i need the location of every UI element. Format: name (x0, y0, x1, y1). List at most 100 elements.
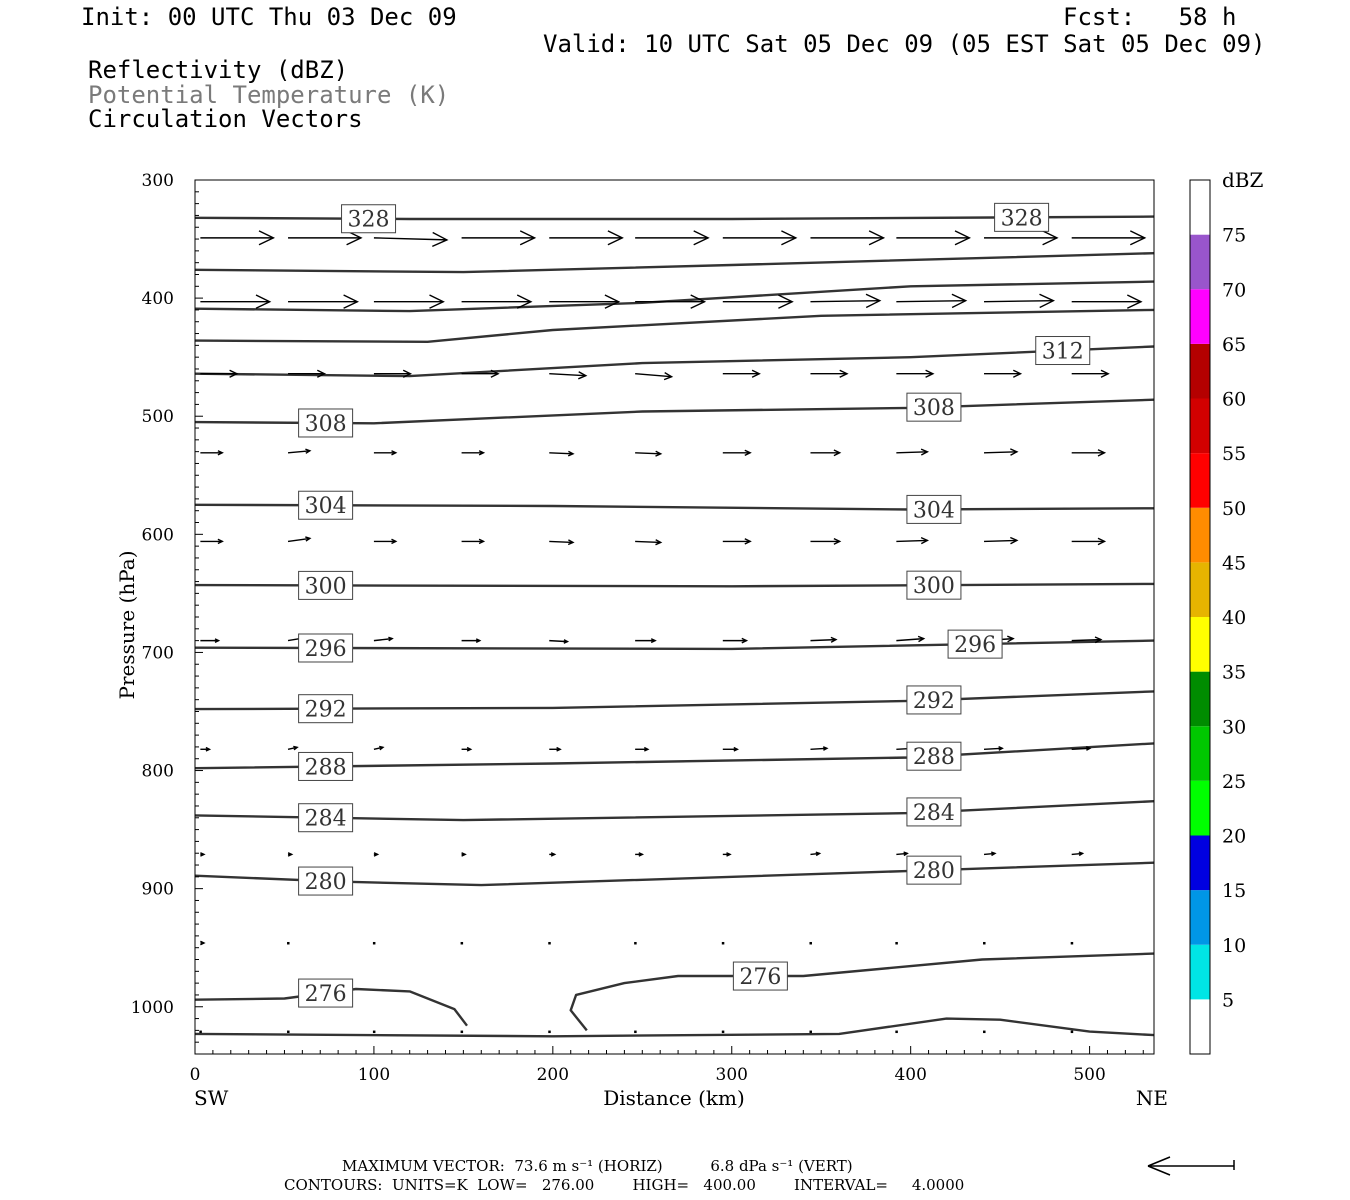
vector-head (305, 448, 312, 454)
vector-head (516, 294, 533, 309)
isentrope-324 (195, 252, 1154, 274)
contour-label-text: 292 (913, 689, 955, 714)
colorbar: 5 10 15 20 25 30 35 40 45 50 55 60 65 70 75 (1189, 179, 1246, 1055)
vector-dot (548, 1030, 551, 1034)
vector-head (839, 369, 849, 378)
vector-head (391, 450, 398, 456)
vector-head (990, 851, 997, 857)
vector-head (1042, 230, 1059, 246)
vector-head (563, 639, 570, 644)
colorbar-swatch (1190, 944, 1210, 1000)
circulation-vectors (199, 230, 1147, 1034)
colorbar-swatch (1190, 234, 1210, 290)
isentrope-272 (195, 1017, 1154, 1038)
vector-dot (460, 941, 464, 945)
colorbar-tick-label: 10 (1222, 935, 1246, 957)
vector-head (655, 539, 663, 546)
contour-label-text: 288 (305, 755, 347, 780)
y-tick-label: 300 (142, 171, 174, 191)
vector-dot (809, 941, 812, 945)
colorbar-unit-label: dBZ (1222, 168, 1264, 192)
contours-info-label: CONTOURS: UNITS=K LOW= 276.00 HIGH= 400.… (284, 1176, 965, 1194)
contour-label-text: 288 (913, 745, 955, 770)
contour-label-284: 284 (906, 797, 962, 827)
vector-dot (721, 941, 725, 945)
colorbar-swatch (1190, 671, 1210, 727)
contour-label-text: 328 (1001, 206, 1043, 231)
contour-label-text: 296 (954, 633, 996, 658)
vector-head (217, 450, 224, 456)
vector-head (1129, 230, 1147, 246)
y-tick-label: 500 (142, 407, 174, 427)
vector-dot (634, 941, 637, 945)
vector-head (604, 294, 621, 309)
x-tick-label: 300 (716, 1065, 748, 1085)
isentrope-328 (195, 215, 1154, 221)
colorbar-tick-label: 70 (1222, 279, 1246, 301)
vector-head (744, 538, 752, 545)
y-tick-label: 1000 (131, 998, 174, 1018)
isentrope-312 (195, 345, 1154, 378)
contour-label-box (906, 570, 962, 600)
colorbar-swatch (1190, 507, 1210, 563)
contour-label-text: 280 (913, 859, 955, 884)
vector-head (1007, 635, 1015, 643)
vector-head (1094, 636, 1103, 644)
vector-head (1097, 449, 1107, 457)
contour-labels: 328 328 312 308 308 304 304 300 300 296 296 292 292 2… (298, 202, 1091, 1008)
vector-head (567, 539, 575, 546)
vector-shaft (896, 539, 928, 543)
vector-head (200, 940, 206, 946)
vector-head (693, 230, 710, 246)
colorbar-swatch (1190, 180, 1210, 235)
isentrope-276 (569, 952, 1154, 1032)
vector-shaft (983, 747, 1003, 750)
vector-head (373, 852, 380, 857)
contour-label-292: 292 (298, 694, 354, 724)
vector-head (567, 450, 575, 457)
vector-head (258, 230, 276, 246)
reference-arrow-icon (1147, 1156, 1235, 1176)
colorbar-tick-label: 25 (1222, 771, 1246, 793)
vector-head (432, 231, 449, 248)
vector-head (293, 745, 299, 751)
vector-head (391, 538, 398, 545)
vector-head (815, 851, 822, 857)
isentrope-296 (195, 639, 1154, 651)
contour-label-312: 312 (1035, 336, 1091, 366)
vector-head (287, 852, 294, 857)
y-tick-label: 900 (142, 880, 174, 900)
colorbar-swatch (1190, 890, 1210, 945)
contour-label-text: 280 (305, 870, 347, 895)
vector-shaft (635, 452, 661, 455)
vector-shaft (549, 639, 568, 643)
vector-shaft (635, 372, 672, 378)
vector-shaft (984, 451, 1017, 454)
vector-shaft (549, 540, 574, 544)
vector-head (388, 636, 394, 642)
vector-shaft (984, 539, 1017, 543)
vector-shaft (549, 452, 574, 455)
y-tick-label: 400 (142, 289, 174, 309)
contour-label-328: 328 (994, 202, 1050, 232)
vector-head (229, 369, 239, 378)
y-tick-label: 800 (142, 762, 174, 782)
vector-dot (1070, 941, 1074, 945)
contour-label-300: 300 (906, 570, 962, 600)
contour-label-box (906, 392, 962, 422)
vector-shaft (373, 637, 393, 642)
colorbar-tick-label: 65 (1222, 334, 1246, 356)
vector-head (214, 638, 221, 644)
isentrope-300 (195, 582, 1154, 588)
vector-shaft (635, 540, 661, 544)
contour-label-304: 304 (906, 494, 962, 524)
vector-head (578, 371, 588, 380)
colorbar-swatch (1190, 835, 1210, 891)
contour-label-text: 304 (913, 498, 955, 523)
contour-label-276: 276 (298, 978, 354, 1008)
contour-label-box (298, 633, 354, 663)
colorbar-tick-label: 15 (1222, 880, 1246, 902)
contour-label-300: 300 (298, 570, 354, 600)
vector-head (478, 450, 486, 456)
